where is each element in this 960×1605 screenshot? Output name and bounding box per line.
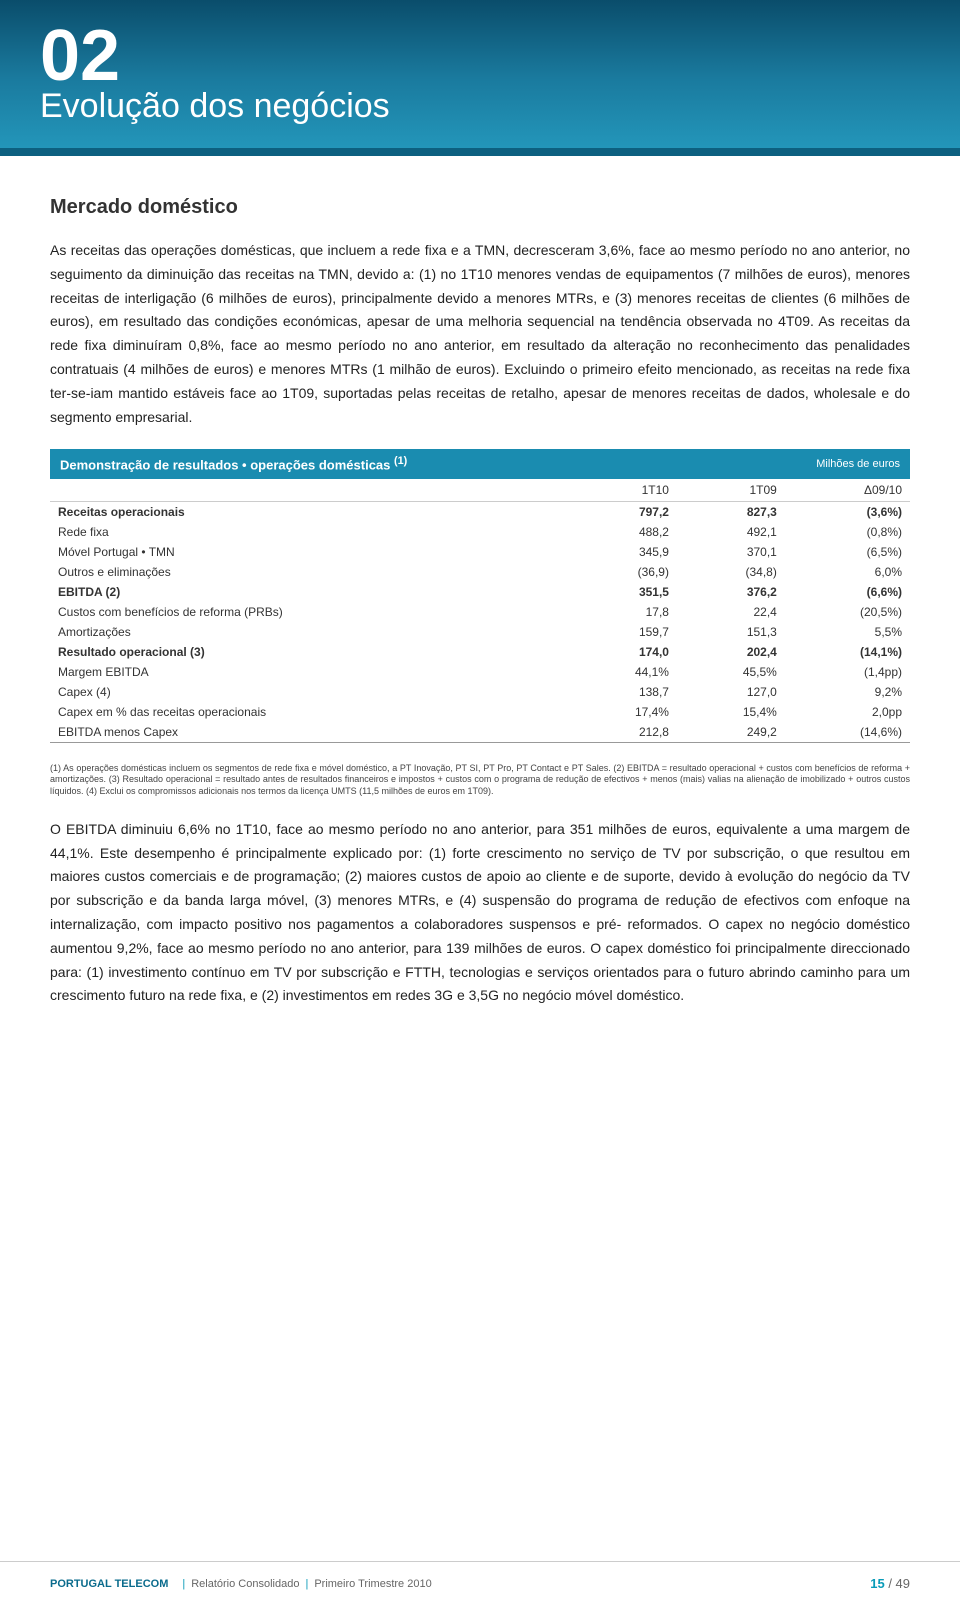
table-row: Outros e eliminações(36,9)(34,8)6,0%: [50, 562, 910, 582]
table-column-header: 1T10: [569, 479, 677, 502]
table-row: Capex (4)138,7127,09,2%: [50, 682, 910, 702]
table-cell: (1,4pp): [785, 662, 910, 682]
table-row: EBITDA menos Capex212,8249,2(14,6%): [50, 722, 910, 743]
table-cell: 6,0%: [785, 562, 910, 582]
chapter-title: Evolução dos negócios: [40, 87, 920, 126]
table-title-bar: Demonstração de resultados • operações d…: [50, 449, 910, 478]
table-cell: Receitas operacionais: [50, 501, 569, 522]
table-cell: 44,1%: [569, 662, 677, 682]
table-cell: 22,4: [677, 602, 785, 622]
table-cell: 212,8: [569, 722, 677, 743]
table-cell: (14,1%): [785, 642, 910, 662]
table-cell: (34,8): [677, 562, 785, 582]
table-row: Móvel Portugal • TMN345,9370,1(6,5%): [50, 542, 910, 562]
table-cell: 376,2: [677, 582, 785, 602]
table-title-text: Demonstração de resultados • operações d…: [60, 458, 390, 473]
table-row: EBITDA (2)351,5376,2(6,6%): [50, 582, 910, 602]
table-cell: (0,8%): [785, 522, 910, 542]
table-cell: 202,4: [677, 642, 785, 662]
table-cell: 174,0: [569, 642, 677, 662]
table-cell: 45,5%: [677, 662, 785, 682]
footer-brand: PORTUGAL TELECOM: [50, 1578, 168, 1590]
footer-sep-2: |: [305, 1578, 308, 1590]
table-cell: 797,2: [569, 501, 677, 522]
table-cell: (36,9): [569, 562, 677, 582]
table-cell: (3,6%): [785, 501, 910, 522]
table-row: Custos com benefícios de reforma (PRBs)1…: [50, 602, 910, 622]
table-row: Resultado operacional (3)174,0202,4(14,1…: [50, 642, 910, 662]
table-cell: Outros e eliminações: [50, 562, 569, 582]
table-row: Receitas operacionais797,2827,3(3,6%): [50, 501, 910, 522]
paragraph-1: As receitas das operações domésticas, qu…: [50, 239, 910, 429]
table-cell: 15,4%: [677, 702, 785, 722]
table-column-header: [50, 479, 569, 502]
table-cell: (6,6%): [785, 582, 910, 602]
table-cell: Resultado operacional (3): [50, 642, 569, 662]
table-cell: 351,5: [569, 582, 677, 602]
table-cell: (20,5%): [785, 602, 910, 622]
table-cell: 9,2%: [785, 682, 910, 702]
table-cell: 138,7: [569, 682, 677, 702]
table-cell: 827,3: [677, 501, 785, 522]
table-cell: 17,4%: [569, 702, 677, 722]
table-column-header: 1T09: [677, 479, 785, 502]
paragraph-2: O EBITDA diminuiu 6,6% no 1T10, face ao …: [50, 818, 910, 1008]
table-title-left: Demonstração de resultados • operações d…: [60, 455, 407, 472]
table-title-right: Milhões de euros: [816, 458, 900, 470]
table-cell: Rede fixa: [50, 522, 569, 542]
table-row: Amortizações159,7151,35,5%: [50, 622, 910, 642]
page-footer: PORTUGAL TELECOM | Relatório Consolidado…: [0, 1561, 960, 1605]
section-title: Mercado doméstico: [50, 196, 910, 219]
table-cell: (6,5%): [785, 542, 910, 562]
footer-page-current: 15: [870, 1576, 884, 1591]
table-cell: 488,2: [569, 522, 677, 542]
results-table: 1T101T09Δ09/10 Receitas operacionais797,…: [50, 479, 910, 743]
footer-sep-1: |: [182, 1578, 185, 1590]
table-cell: Amortizações: [50, 622, 569, 642]
table-footnote: (1) As operações domésticas incluem os s…: [50, 763, 910, 798]
table-row: Margem EBITDA44,1%45,5%(1,4pp): [50, 662, 910, 682]
table-cell: 17,8: [569, 602, 677, 622]
footer-period: Primeiro Trimestre 2010: [314, 1578, 431, 1590]
table-cell: Móvel Portugal • TMN: [50, 542, 569, 562]
table-cell: 370,1: [677, 542, 785, 562]
table-cell: 127,0: [677, 682, 785, 702]
footer-page-total: / 49: [888, 1576, 910, 1591]
results-table-container: Demonstração de resultados • operações d…: [50, 449, 910, 742]
page-content: Mercado doméstico As receitas das operaç…: [0, 156, 960, 1048]
table-cell: Margem EBITDA: [50, 662, 569, 682]
table-cell: 249,2: [677, 722, 785, 743]
table-cell: Custos com benefícios de reforma (PRBs): [50, 602, 569, 622]
table-column-header: Δ09/10: [785, 479, 910, 502]
table-row: Capex em % das receitas operacionais17,4…: [50, 702, 910, 722]
chapter-header: 02 Evolução dos negócios: [0, 0, 960, 156]
table-cell: EBITDA (2): [50, 582, 569, 602]
table-cell: (14,6%): [785, 722, 910, 743]
table-cell: 5,5%: [785, 622, 910, 642]
table-row: Rede fixa488,2492,1(0,8%): [50, 522, 910, 542]
footer-report-type: Relatório Consolidado: [191, 1578, 299, 1590]
table-cell: 345,9: [569, 542, 677, 562]
footer-page-number: 15 / 49: [870, 1576, 910, 1591]
table-cell: 159,7: [569, 622, 677, 642]
table-cell: Capex em % das receitas operacionais: [50, 702, 569, 722]
table-title-sup: (1): [394, 455, 407, 467]
table-cell: EBITDA menos Capex: [50, 722, 569, 743]
chapter-number: 02: [40, 20, 920, 92]
table-cell: 2,0pp: [785, 702, 910, 722]
table-cell: 492,1: [677, 522, 785, 542]
table-cell: Capex (4): [50, 682, 569, 702]
table-cell: 151,3: [677, 622, 785, 642]
